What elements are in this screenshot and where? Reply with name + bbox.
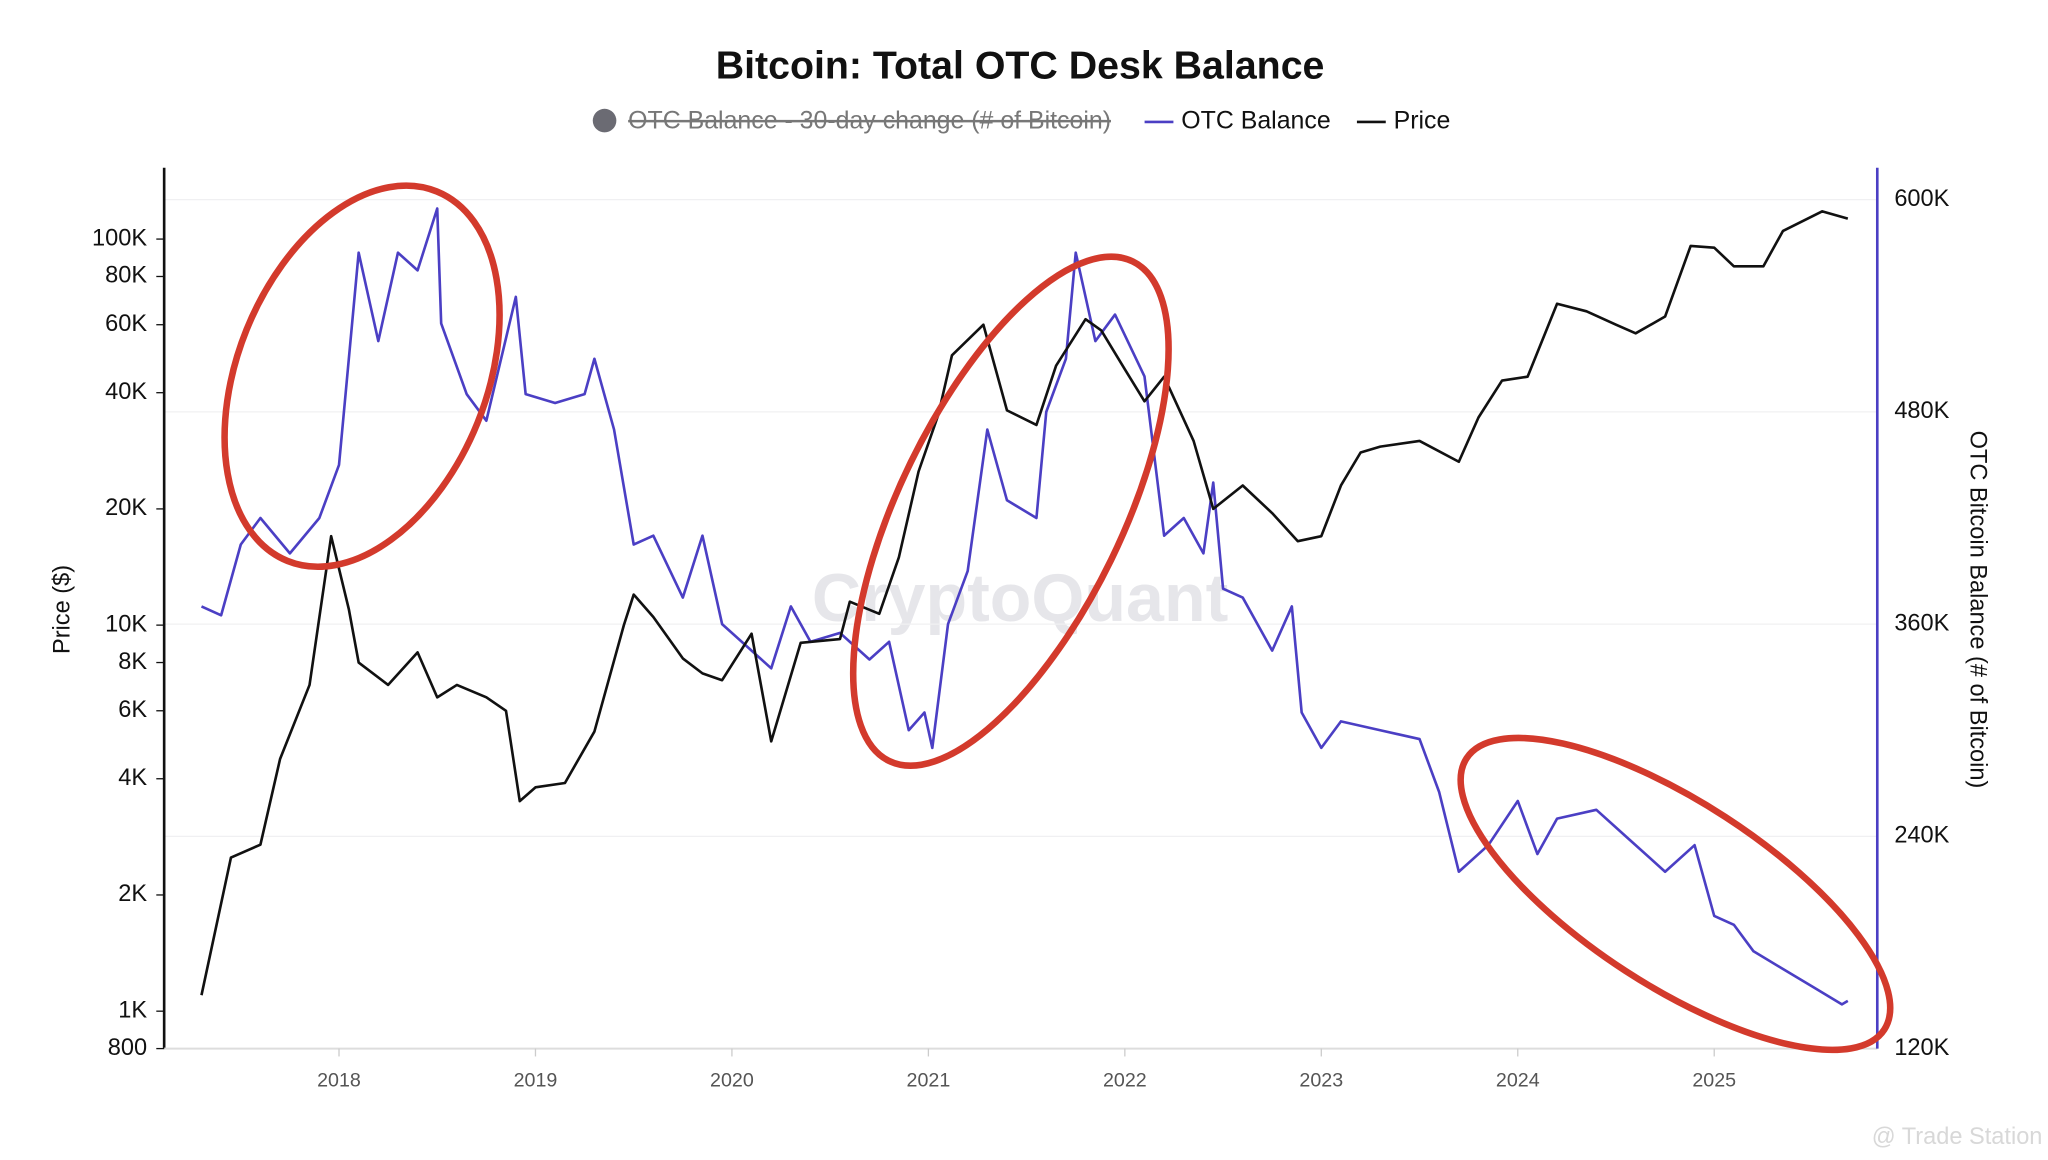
y2-tick-label: 360K xyxy=(1894,609,1949,635)
legend-marker xyxy=(592,108,617,133)
y-tick-label: 80K xyxy=(105,262,147,288)
credit: @ Trade Station xyxy=(1872,1123,2043,1149)
annotations xyxy=(221,182,1894,1054)
legend: OTC Balance - 30-day change (# of Bitcoi… xyxy=(592,106,1451,134)
highlight-ellipse xyxy=(849,253,1172,769)
legend-label: Price xyxy=(1394,106,1451,134)
x-tick-label: 2019 xyxy=(514,1070,558,1092)
legend-label: OTC Balance xyxy=(1181,106,1330,134)
y2-tick-label: 240K xyxy=(1894,822,1949,848)
y-tick-label: 20K xyxy=(105,494,147,520)
y-tick-label: 100K xyxy=(92,224,147,250)
x-tick-label: 2024 xyxy=(1496,1070,1540,1092)
y-tick-label: 10K xyxy=(105,610,147,636)
y-tick-label: 4K xyxy=(118,764,147,790)
watermark: CryptoQuant xyxy=(812,560,1228,636)
highlight-ellipse xyxy=(221,182,503,570)
chart-title: Bitcoin: Total OTC Desk Balance xyxy=(716,44,1325,88)
y-axis-label: Price ($) xyxy=(48,565,74,654)
y-tick-label: 8K xyxy=(118,648,147,674)
y-tick-label: 2K xyxy=(118,880,147,906)
legend-label: OTC Balance - 30-day change (# of Bitcoi… xyxy=(628,106,1111,134)
y2-tick-label: 120K xyxy=(1894,1034,1949,1060)
series-line xyxy=(200,210,1849,996)
y-tick-label: 1K xyxy=(118,996,147,1022)
y-tick-label: 6K xyxy=(118,696,147,722)
x-tick-label: 2018 xyxy=(317,1070,361,1092)
plot xyxy=(200,207,1849,1006)
x-tick-label: 2022 xyxy=(1103,1070,1147,1092)
y-tick-label: 800 xyxy=(108,1034,147,1060)
x-tick-label: 2020 xyxy=(710,1070,754,1092)
x-tick-label: 2021 xyxy=(907,1070,951,1092)
y-tick-label: 40K xyxy=(105,378,147,404)
y2-axis-label: OTC Bitcoin Balance (# of Bitcoin) xyxy=(1966,431,1992,789)
x-tick-label: 2023 xyxy=(1299,1070,1343,1092)
series-line xyxy=(200,207,1849,1006)
x-tick-label: 2025 xyxy=(1692,1070,1736,1092)
y2-tick-label: 600K xyxy=(1894,185,1949,211)
y-tick-label: 60K xyxy=(105,310,147,336)
y2-tick-label: 480K xyxy=(1894,397,1949,423)
highlight-ellipse xyxy=(1457,734,1894,1054)
